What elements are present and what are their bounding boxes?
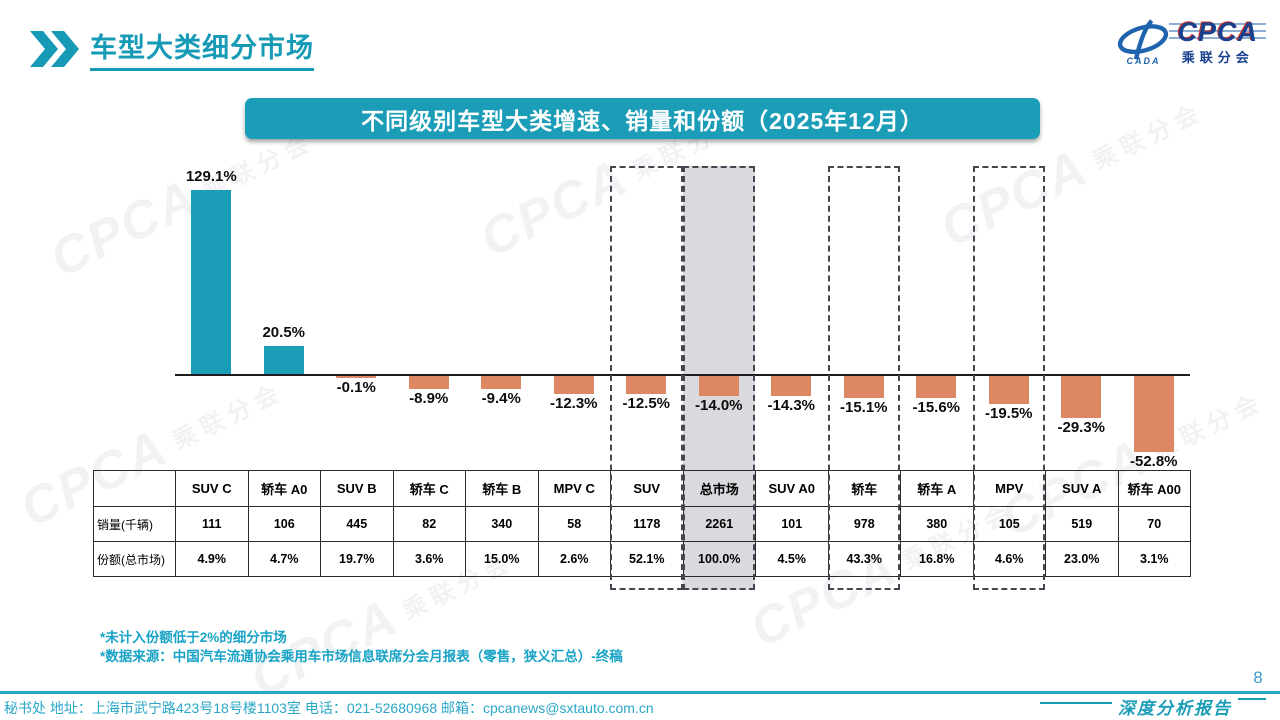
cpca-subtitle: 乘联分会 xyxy=(1181,49,1254,65)
column-header: 轿车 B xyxy=(465,470,539,507)
column-header: 轿车 xyxy=(827,470,901,507)
double-chevron-icon xyxy=(30,30,79,67)
sales-cell: 106 xyxy=(247,506,321,542)
bar-value-label: -12.3% xyxy=(549,394,598,412)
data-table: SUV C 轿车 A0 SUV B 轿车 C 轿车 B MPV C SUV 总市场 SUV A0… xyxy=(93,470,1191,577)
bar-MPV C xyxy=(553,376,594,394)
bar-MPV xyxy=(988,376,1029,404)
column-header: 总市场 xyxy=(682,470,756,507)
bar-value-label: -15.1% xyxy=(839,398,888,416)
cpca-logo-mark: CADA xyxy=(1115,18,1171,66)
sales-cell: 70 xyxy=(1117,506,1191,542)
page-number: 8 xyxy=(1253,668,1263,687)
bar-value-label: -19.5% xyxy=(984,404,1033,422)
sales-cell: 58 xyxy=(537,506,611,542)
cpca-logo-text: CPCA 乘联分会 xyxy=(1169,18,1266,66)
page-title: 车型大类细分市场 xyxy=(90,26,314,71)
column-header: MPV C xyxy=(537,470,611,507)
bar-value-label: 129.1% xyxy=(185,167,237,185)
share-cell: 3.1% xyxy=(1117,541,1191,577)
column-header: SUV C xyxy=(175,470,249,507)
footer-rule xyxy=(0,691,1280,694)
bar-value-label: -52.8% xyxy=(1129,452,1178,470)
share-cell: 16.8% xyxy=(900,541,974,577)
column-header: MPV xyxy=(972,470,1046,507)
bar-value-label: -8.9% xyxy=(409,389,449,407)
share-cell: 100.0% xyxy=(682,541,756,577)
share-cell: 15.0% xyxy=(465,541,539,577)
sales-cell: 519 xyxy=(1045,506,1119,542)
share-cell: 4.7% xyxy=(247,541,321,577)
bar-SUV C xyxy=(191,189,232,375)
bar-SUV xyxy=(626,376,667,394)
cada-label: CADA xyxy=(1126,56,1161,66)
cpca-wordmark: CPCA xyxy=(1169,18,1266,45)
bar-轿车 B xyxy=(481,376,522,390)
slide-header: 车型大类细分市场 xyxy=(30,26,314,71)
share-cell: 19.7% xyxy=(320,541,394,577)
bar-value-label: 20.5% xyxy=(262,323,306,341)
share-cell: 2.6% xyxy=(537,541,611,577)
report-brand: 深度分析报告 xyxy=(1112,694,1238,719)
sales-cell: 101 xyxy=(755,506,829,542)
column-header: SUV A xyxy=(1045,470,1119,507)
sales-cell: 82 xyxy=(392,506,466,542)
chart-title-banner: 不同级别车型大类增速、销量和份额（2025年12月） xyxy=(245,98,1040,139)
bar-轿车 C xyxy=(408,376,449,389)
share-cell: 23.0% xyxy=(1045,541,1119,577)
bar-value-label: -15.6% xyxy=(912,399,961,417)
logo-stripes xyxy=(1169,22,1266,41)
bar-轿车 A00 xyxy=(1133,376,1174,452)
cpca-logo: CADA CPCA 乘联分会 xyxy=(1115,18,1266,66)
sales-cell: 978 xyxy=(827,506,901,542)
sales-cell: 2261 xyxy=(682,506,756,542)
bar-value-label: -12.5% xyxy=(622,394,671,412)
column-header: SUV xyxy=(610,470,684,507)
column-header: SUV B xyxy=(320,470,394,507)
column-header: SUV A0 xyxy=(755,470,829,507)
column-header: 轿车 A xyxy=(900,470,974,507)
bar-value-label: -14.3% xyxy=(767,397,816,415)
x-axis-line xyxy=(175,374,1190,376)
column-header: 轿车 C xyxy=(392,470,466,507)
bar-轿车 A xyxy=(916,376,957,399)
row-label-sales: 销量(千辆) xyxy=(93,506,176,542)
bar-SUV B xyxy=(336,376,377,378)
sales-cell: 111 xyxy=(175,506,249,542)
bar-value-label: -14.0% xyxy=(694,397,743,415)
bar-总市场 xyxy=(698,376,739,397)
column-header: 轿车 A00 xyxy=(1117,470,1191,507)
bar-轿车 xyxy=(843,376,884,398)
footnote-1: *未计入份额低于2%的细分市场 xyxy=(100,630,287,645)
footer-contact: 秘书处 地址：上海市武宁路423号18号楼1103室 电话：021-526809… xyxy=(4,700,654,716)
sales-cell: 445 xyxy=(320,506,394,542)
row-label-share: 份额(总市场) xyxy=(93,541,176,577)
brand-rule-left xyxy=(1040,702,1112,704)
sales-cell: 380 xyxy=(900,506,974,542)
footnotes: *未计入份额低于2%的细分市场 *数据来源：中国汽车流通协会乘用车市场信息联席分… xyxy=(100,628,623,666)
share-cell: 43.3% xyxy=(827,541,901,577)
share-cell: 4.5% xyxy=(755,541,829,577)
sales-cell: 105 xyxy=(972,506,1046,542)
column-header: 轿车 A0 xyxy=(247,470,321,507)
sales-cell: 340 xyxy=(465,506,539,542)
share-cell: 4.9% xyxy=(175,541,249,577)
data-table-wrap: SUV C 轿车 A0 SUV B 轿车 C 轿车 B MPV C SUV 总市场 SUV A0… xyxy=(93,470,1191,577)
table-corner-cell xyxy=(93,470,176,507)
cpca-ellipse-icon xyxy=(1118,19,1169,60)
sales-cell: 1178 xyxy=(610,506,684,542)
bar-轿车 A0 xyxy=(263,345,304,375)
footnote-2: *数据来源：中国汽车流通协会乘用车市场信息联席分会月报表（零售，狭义汇总）-终稿 xyxy=(100,649,623,664)
bar-value-label: -9.4% xyxy=(481,390,521,408)
bar-SUV A0 xyxy=(771,376,812,397)
bar-value-label: -29.3% xyxy=(1057,418,1106,436)
share-cell: 3.6% xyxy=(392,541,466,577)
share-cell: 52.1% xyxy=(610,541,684,577)
bar-value-label: -0.1% xyxy=(336,378,376,396)
share-cell: 4.6% xyxy=(972,541,1046,577)
chart-title: 不同级别车型大类增速、销量和份额（2025年12月） xyxy=(361,107,924,134)
bar-SUV A xyxy=(1061,376,1102,418)
